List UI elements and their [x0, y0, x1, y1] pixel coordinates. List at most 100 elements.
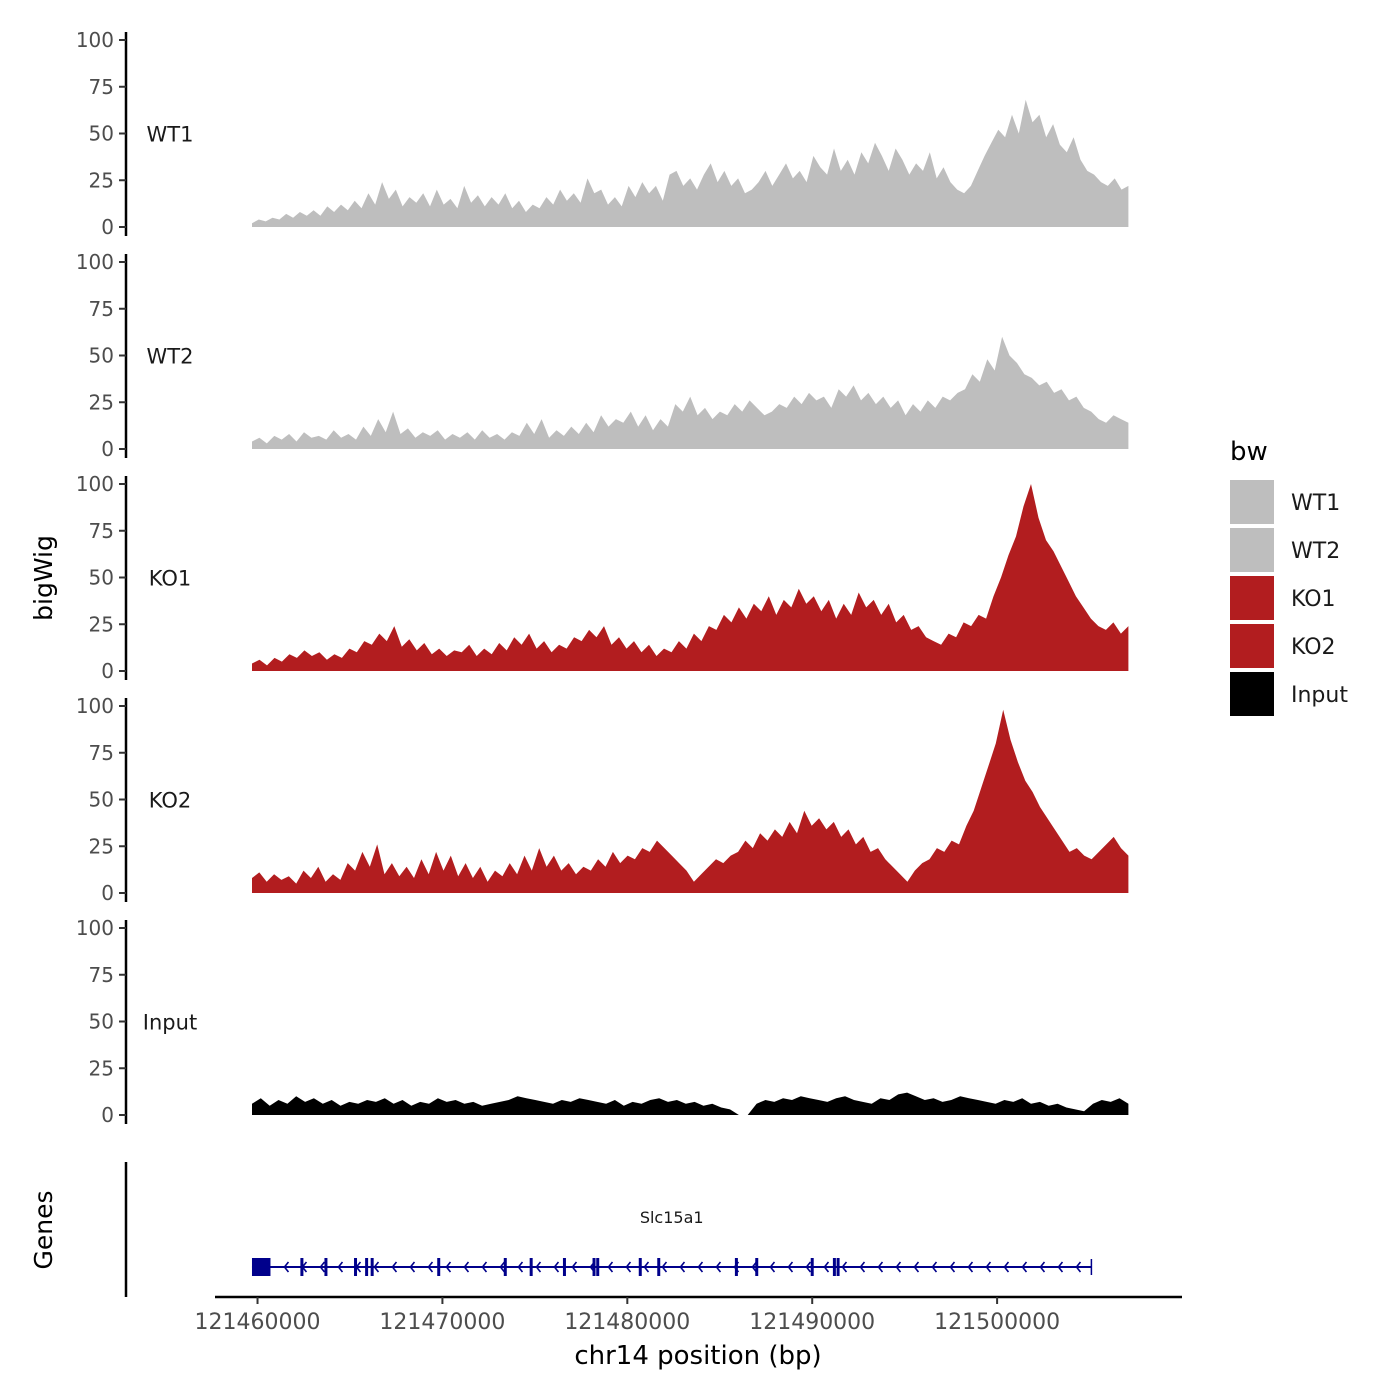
panel-label-ko1: KO1	[149, 567, 192, 591]
y-tick-label: 0	[101, 215, 114, 239]
y-tick-label: 50	[89, 1010, 114, 1034]
panel-input: 0 25 50 75 100 Input	[76, 916, 1129, 1127]
strand-arrow	[535, 1261, 542, 1273]
legend-label: KO2	[1291, 635, 1336, 660]
x-axis-title: chr14 position (bp)	[574, 1341, 821, 1371]
strand-arrow	[391, 1261, 398, 1273]
strand-arrow	[319, 1261, 326, 1273]
strand-arrow	[895, 1261, 902, 1273]
legend-swatch	[1230, 624, 1274, 668]
strand-arrow	[787, 1261, 794, 1273]
x-tick-label: 121490000	[749, 1310, 875, 1335]
strand-arrow	[661, 1261, 668, 1273]
x-tick-label: 121460000	[195, 1310, 321, 1335]
legend-label: Input	[1291, 683, 1348, 708]
strand-arrow	[823, 1261, 830, 1273]
y-tick-label: 25	[89, 390, 114, 414]
gene-track: Slc15a1	[124, 1162, 1093, 1297]
strand-arrow	[607, 1261, 614, 1273]
y-tick-label: 75	[89, 741, 114, 765]
legend-item-ko1: KO1	[1230, 576, 1336, 620]
strand-arrow	[985, 1261, 992, 1273]
y-tick-label: 50	[89, 344, 114, 368]
area-input	[252, 1092, 1129, 1115]
x-tick-label: 121480000	[564, 1310, 690, 1335]
area-wt1	[252, 99, 1129, 227]
y-tick-label: 0	[101, 881, 114, 905]
y-tick-label: 75	[89, 519, 114, 543]
strand-arrow	[715, 1261, 722, 1273]
strand-arrow	[427, 1261, 434, 1273]
strand-arrow	[463, 1261, 470, 1273]
y-tick-label: 0	[101, 437, 114, 461]
strand-arrow	[589, 1261, 596, 1273]
strand-arrow	[679, 1261, 686, 1273]
area-wt2	[252, 336, 1129, 449]
strand-arrow	[967, 1261, 974, 1273]
strand-arrow	[355, 1261, 362, 1273]
panel-label-ko2: KO2	[149, 789, 192, 813]
strand-arrow	[1003, 1261, 1010, 1273]
y-tick-label: 100	[76, 694, 114, 718]
y-tick-label: 25	[89, 1056, 114, 1080]
strand-arrow	[1039, 1261, 1046, 1273]
strand-arrow	[301, 1261, 308, 1273]
x-axis: 121460000 121470000 121480000 121490000 1215…	[195, 1295, 1182, 1335]
y-tick-label: 50	[89, 122, 114, 146]
strand-arrow	[769, 1261, 776, 1273]
track-panels: 0 25 50 75 100 WT1 0 25 50 75 100 WT2 0 25 50 75 100 KO1 0…	[76, 28, 1129, 1127]
strand-arrow	[625, 1261, 632, 1273]
panel-label-input: Input	[143, 1011, 197, 1035]
strand-arrow	[733, 1261, 740, 1273]
y-tick-label: 25	[89, 168, 114, 192]
legend-swatch	[1230, 576, 1274, 620]
panel-wt2: 0 25 50 75 100 WT2	[76, 250, 1129, 461]
legend-swatch	[1230, 480, 1274, 524]
x-tick-label: 121470000	[379, 1310, 505, 1335]
panel-ko2: 0 25 50 75 100 KO2	[76, 694, 1129, 905]
strand-arrow	[571, 1261, 578, 1273]
y-tick-label: 50	[89, 788, 114, 812]
strand-arrow	[373, 1261, 380, 1273]
legend-item-input: Input	[1230, 672, 1348, 716]
strand-arrow	[337, 1261, 344, 1273]
area-ko1	[252, 484, 1129, 671]
strand-arrow	[805, 1261, 812, 1273]
strand-arrow	[481, 1261, 488, 1273]
y-tick-label: 25	[89, 612, 114, 636]
strand-arrow	[445, 1261, 452, 1273]
panel-label-wt2: WT2	[147, 345, 194, 369]
y-axis-title: bigWig	[29, 535, 58, 621]
strand-arrow	[517, 1261, 524, 1273]
gene-track-title: Genes	[29, 1190, 58, 1269]
gene-thick-exon	[251, 1258, 271, 1276]
strand-arrow	[409, 1261, 416, 1273]
strand-arrow	[1021, 1261, 1028, 1273]
panel-wt1: 0 25 50 75 100 WT1	[76, 28, 1129, 239]
y-tick-label: 25	[89, 834, 114, 858]
strand-arrow	[949, 1261, 956, 1273]
gene-slc15a1: Slc15a1	[251, 1208, 1093, 1276]
y-tick-label: 100	[76, 916, 114, 940]
legend-title: bw	[1230, 437, 1268, 467]
legend-label: WT1	[1291, 491, 1340, 516]
strand-arrow	[877, 1261, 884, 1273]
strand-arrow	[643, 1261, 650, 1273]
legend-item-wt1: WT1	[1230, 480, 1340, 524]
y-tick-label: 0	[101, 659, 114, 683]
legend-item-ko2: KO2	[1230, 624, 1336, 668]
strand-arrow	[1075, 1261, 1082, 1273]
panel-ko1: 0 25 50 75 100 KO1	[76, 472, 1129, 683]
strand-arrow	[697, 1261, 704, 1273]
y-tick-label: 0	[101, 1103, 114, 1127]
legend-swatch	[1230, 528, 1274, 572]
x-tick-label: 121500000	[934, 1310, 1060, 1335]
panel-label-wt1: WT1	[147, 123, 194, 147]
legend: bw WT1 WT2 KO1 KO2 Input	[1230, 437, 1348, 716]
legend-label: KO1	[1291, 587, 1336, 612]
y-tick-label: 100	[76, 28, 114, 52]
y-tick-label: 75	[89, 297, 114, 321]
strand-arrow	[283, 1261, 290, 1273]
strand-arrow	[1057, 1261, 1064, 1273]
